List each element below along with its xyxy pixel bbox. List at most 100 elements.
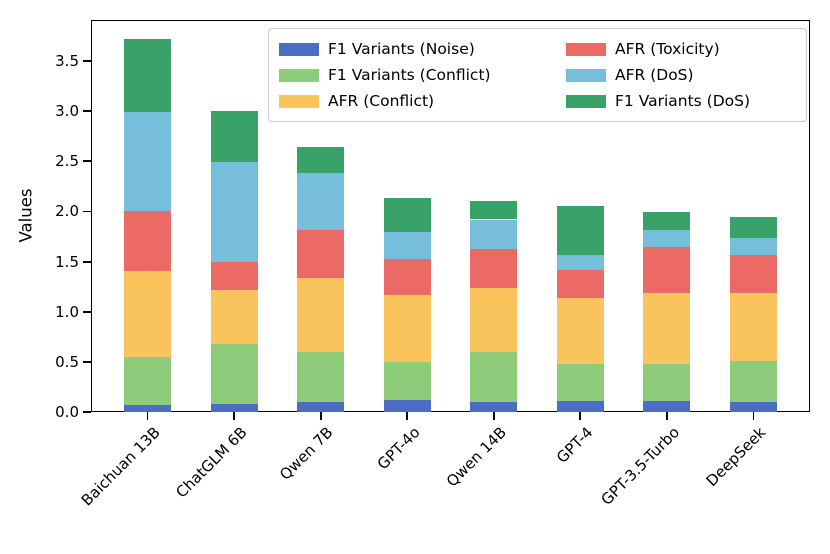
x-tick-label: DeepSeek: [702, 423, 770, 490]
x-tick-mark: [752, 412, 755, 420]
bar-segment: [210, 261, 258, 290]
bar-segment: [730, 216, 777, 238]
bar-segment: [470, 248, 518, 288]
bar-segment: [643, 400, 691, 412]
bar-segment: [643, 292, 691, 364]
y-tick-mark: [83, 360, 91, 363]
y-tick-label: 1.0: [55, 302, 79, 321]
x-tick-mark: [146, 412, 149, 420]
bar-segment: [124, 211, 171, 271]
legend-entry: F1 Variants (Noise): [279, 40, 566, 58]
legend-swatch-icon: [566, 94, 606, 108]
bar-segment: [210, 343, 258, 404]
legend-swatch-icon: [566, 68, 606, 82]
bar-segment: [556, 269, 604, 298]
bar-segment: [730, 292, 777, 361]
y-tick-label: 0.5: [55, 352, 79, 371]
bar-segment: [297, 229, 345, 278]
x-tick-label: GPT-4o: [373, 423, 424, 474]
bar-segment: [470, 287, 518, 352]
bar-segment: [470, 401, 518, 412]
y-tick-mark: [83, 310, 91, 313]
legend-label: AFR (DoS): [615, 66, 694, 84]
legend-swatch-icon: [566, 42, 606, 56]
x-tick-mark: [492, 412, 495, 420]
legend-label: F1 Variants (DoS): [615, 92, 751, 110]
y-tick-label: 2.5: [55, 152, 79, 171]
bar-segment: [556, 297, 604, 364]
x-tick-label: ChatGLM 6B: [171, 423, 251, 502]
bar-segment: [383, 361, 431, 400]
bar-segment: [556, 400, 604, 412]
bar-segment: [383, 258, 431, 295]
bar-segment: [210, 111, 258, 163]
legend-entry: AFR (Conflict): [279, 92, 566, 110]
bar-segment: [470, 201, 518, 220]
legend-label: F1 Variants (Conflict): [328, 66, 491, 84]
bar-segment: [124, 39, 171, 113]
bar-segment: [643, 246, 691, 293]
bar-segment: [210, 162, 258, 262]
bar-segment: [297, 147, 345, 174]
bar-segment: [210, 403, 258, 412]
bar-segment: [297, 351, 345, 402]
x-tick-mark: [319, 412, 322, 420]
y-tick-label: 1.5: [55, 252, 79, 271]
bar-segment: [383, 294, 431, 362]
bar-segment: [643, 212, 691, 230]
legend-swatch-icon: [279, 68, 319, 82]
legend-swatch-icon: [279, 94, 319, 108]
y-tick-label: 0.0: [55, 403, 79, 421]
y-tick-label: 2.0: [55, 202, 79, 221]
legend-label: AFR (Toxicity): [615, 40, 720, 58]
x-tick-label: GPT-4: [552, 423, 597, 467]
legend-entry: AFR (Toxicity): [566, 40, 794, 58]
y-tick-mark: [83, 60, 91, 62]
y-axis-label: Values: [16, 188, 36, 243]
legend-entry: F1 Variants (DoS): [566, 92, 794, 110]
bar-segment: [556, 206, 604, 255]
bar-segment: [297, 173, 345, 230]
legend-label: F1 Variants (Noise): [328, 40, 475, 58]
bar-segment: [730, 401, 777, 412]
bar-segment: [383, 198, 431, 232]
bar-segment: [383, 231, 431, 259]
x-tick-mark: [233, 412, 235, 420]
bar-segment: [556, 363, 604, 401]
x-tick-mark: [666, 412, 668, 420]
bar-segment: [470, 351, 518, 402]
legend-swatch-icon: [279, 42, 319, 56]
x-tick-label: Baichuan 13B: [77, 423, 164, 510]
x-tick-label: Qwen 7B: [276, 423, 337, 484]
bar-segment: [297, 401, 345, 412]
x-tick-mark: [579, 412, 582, 420]
bar-segment: [470, 219, 518, 249]
legend-label: AFR (Conflict): [328, 92, 435, 110]
x-tick-mark: [406, 412, 409, 420]
bar-segment: [124, 112, 171, 212]
bar-segment: [297, 277, 345, 352]
bar-segment: [556, 254, 604, 270]
x-tick-label: Qwen 14B: [442, 423, 510, 491]
y-tick-label: 3.5: [55, 52, 79, 71]
bar-segment: [383, 399, 431, 412]
y-tick-mark: [83, 411, 91, 413]
y-tick-label: 3.0: [55, 102, 79, 121]
bar-segment: [730, 237, 777, 255]
legend: F1 Variants (Noise) F1 Variants (Conflict…: [268, 28, 807, 122]
bar-segment: [124, 356, 171, 405]
y-tick-mark: [83, 160, 91, 163]
y-tick-mark: [83, 110, 91, 113]
bar-segment: [124, 270, 171, 357]
bar-segment: [730, 254, 777, 293]
bar-segment: [124, 404, 171, 412]
legend-entry: F1 Variants (Conflict): [279, 66, 566, 84]
bar-segment: [210, 289, 258, 344]
x-tick-label: GPT-3.5-Turbo: [597, 423, 683, 509]
legend-entry: AFR (DoS): [566, 66, 794, 84]
y-tick-mark: [83, 210, 91, 213]
bar-segment: [643, 363, 691, 401]
bar-segment: [730, 360, 777, 402]
bar-segment: [643, 229, 691, 247]
